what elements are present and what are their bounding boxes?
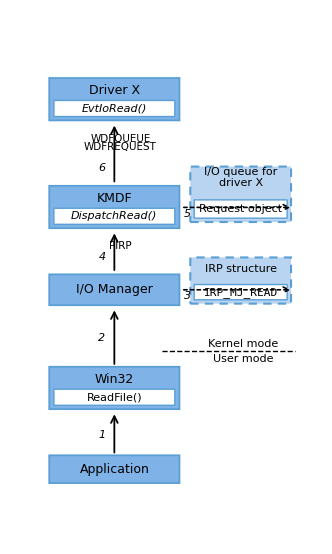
FancyBboxPatch shape: [49, 274, 180, 305]
Text: IRP structure: IRP structure: [205, 264, 277, 274]
Text: User mode: User mode: [213, 354, 273, 364]
Text: 2: 2: [98, 332, 106, 342]
FancyBboxPatch shape: [194, 285, 287, 300]
Text: Request object: Request object: [199, 204, 282, 214]
Text: 4: 4: [98, 253, 106, 263]
Text: IRP_MJ_READ: IRP_MJ_READ: [204, 287, 278, 297]
Text: Driver X: Driver X: [89, 84, 140, 98]
Text: KMDF: KMDF: [97, 192, 132, 205]
Text: 5: 5: [184, 208, 191, 218]
FancyBboxPatch shape: [54, 208, 175, 224]
Text: 1: 1: [98, 429, 106, 439]
Text: WDFQUEUE: WDFQUEUE: [90, 134, 151, 144]
Text: 6: 6: [98, 163, 106, 173]
Text: ReadFile(): ReadFile(): [87, 392, 142, 402]
Text: Application: Application: [79, 463, 149, 476]
FancyBboxPatch shape: [194, 200, 287, 218]
Text: Kernel mode: Kernel mode: [208, 338, 278, 348]
Text: DispatchRead(): DispatchRead(): [71, 211, 158, 221]
Text: PIRP: PIRP: [109, 240, 132, 250]
Text: I/O queue for
driver X: I/O queue for driver X: [204, 167, 277, 188]
FancyBboxPatch shape: [54, 100, 175, 116]
FancyBboxPatch shape: [190, 258, 291, 304]
Text: 3: 3: [184, 291, 191, 301]
FancyBboxPatch shape: [190, 167, 291, 222]
Text: EvtIoRead(): EvtIoRead(): [82, 104, 147, 114]
FancyBboxPatch shape: [49, 367, 180, 409]
FancyBboxPatch shape: [49, 186, 180, 228]
Text: I/O Manager: I/O Manager: [76, 283, 153, 296]
Text: WDFREQUEST: WDFREQUEST: [84, 142, 157, 152]
FancyBboxPatch shape: [49, 78, 180, 120]
FancyBboxPatch shape: [54, 389, 175, 406]
Text: Win32: Win32: [95, 373, 134, 386]
FancyBboxPatch shape: [49, 455, 180, 483]
